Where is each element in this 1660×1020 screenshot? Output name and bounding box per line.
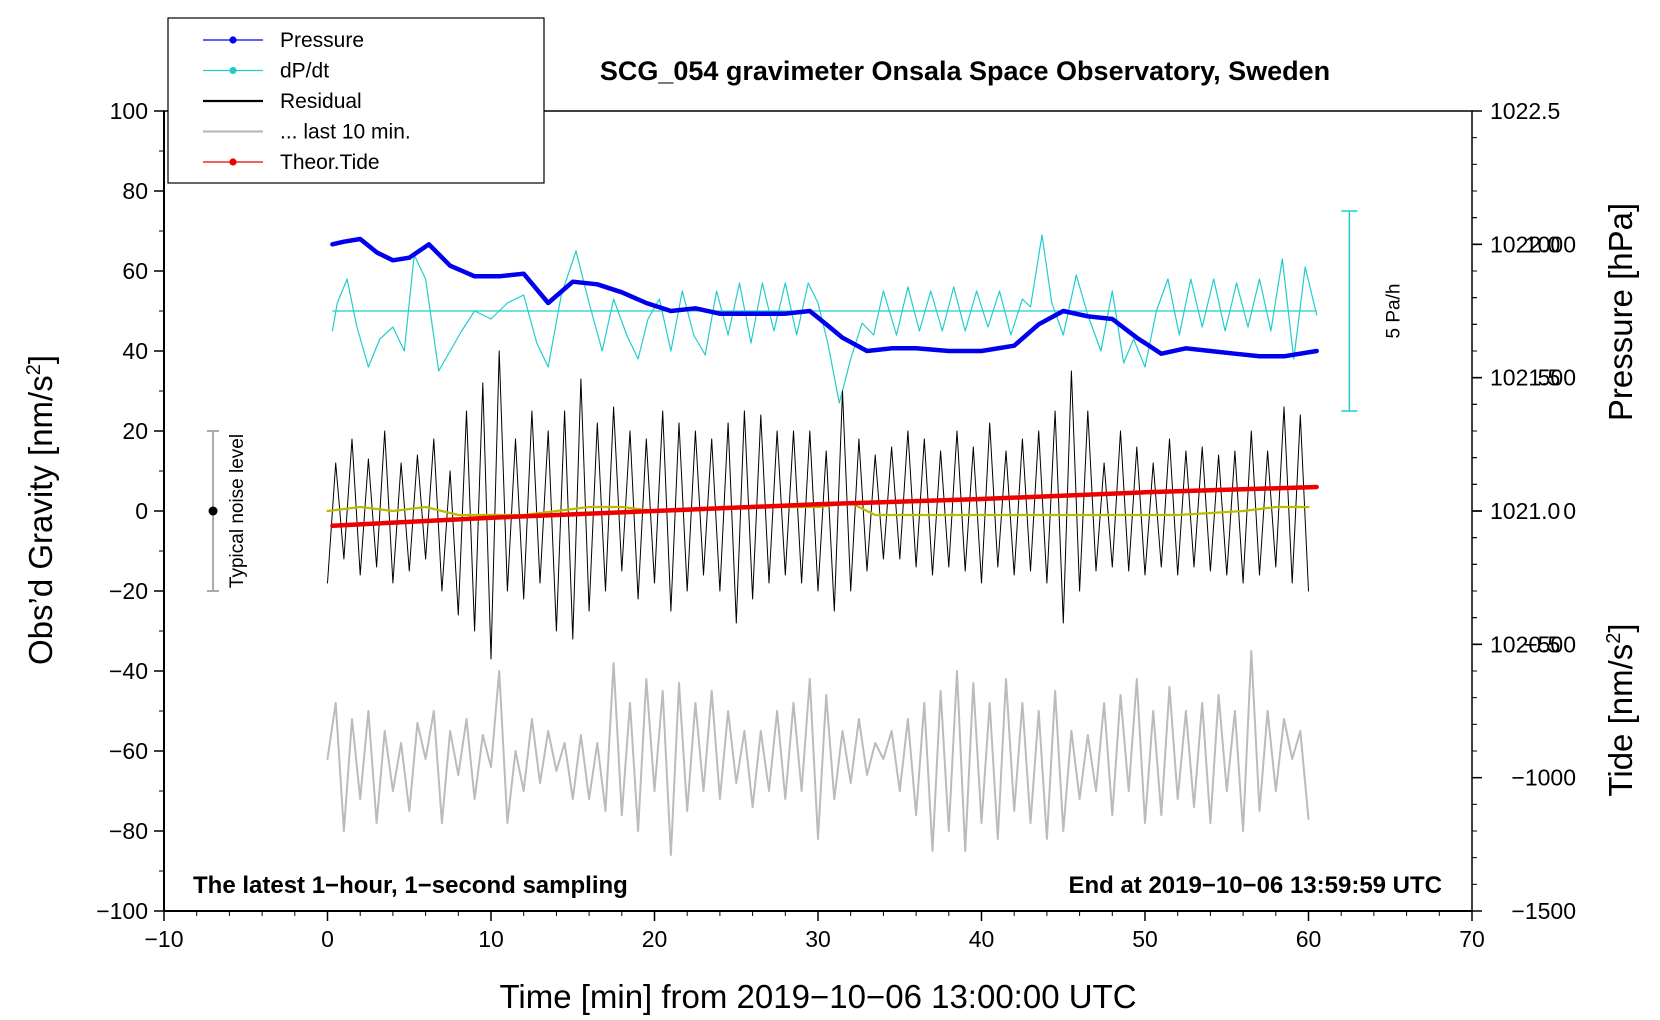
pressure-tick-label: 1020.5 bbox=[1490, 631, 1560, 657]
y-axis-title-pressure: Pressure [hPa] bbox=[1602, 203, 1639, 421]
tide-tick-label: 1000 bbox=[1525, 231, 1576, 257]
y-tick-label: −100 bbox=[96, 898, 148, 924]
series-last-10-min bbox=[326, 650, 1310, 856]
legend-label-theor-tide: Theor.Tide bbox=[280, 151, 380, 174]
noise-label: Typical noise level bbox=[227, 434, 248, 588]
legend-label-pressure: Pressure bbox=[280, 29, 364, 52]
pressure-tick-label: 1022.5 bbox=[1490, 98, 1560, 124]
y-axis-title-left-text: Obs’d Gravity [nm/s bbox=[22, 375, 59, 665]
x-tick-label: 60 bbox=[1296, 926, 1322, 952]
pressure-tick-label: 1021.5 bbox=[1490, 365, 1560, 391]
series-theor-tide bbox=[330, 484, 1319, 528]
y-axis-title-left: Obs’d Gravity [nm/s2] bbox=[22, 355, 59, 665]
y-tick-label: 20 bbox=[122, 418, 148, 444]
x-tick-label: −10 bbox=[144, 926, 183, 952]
legend-label-dp-dt: dP/dt bbox=[280, 60, 329, 83]
legend-marker-dp-dt bbox=[229, 66, 237, 75]
x-tick-label: 70 bbox=[1459, 926, 1485, 952]
x-tick-label: 0 bbox=[321, 926, 334, 952]
annotation-layer: SCG_054 gravimeter Onsala Space Observat… bbox=[22, 56, 1639, 1015]
pressure-tick-label: 1022.0 bbox=[1490, 231, 1560, 257]
y-axis-title-tide-close: ] bbox=[1602, 623, 1639, 632]
x-tick-label: 40 bbox=[969, 926, 995, 952]
legend-marker-pressure bbox=[229, 36, 237, 44]
x-tick-label: 30 bbox=[805, 926, 831, 952]
legend-marker-theor-tide bbox=[229, 158, 237, 166]
y-tick-label: 0 bbox=[135, 498, 148, 524]
note-bottom-left: The latest 1−hour, 1−second sampling bbox=[193, 872, 628, 899]
noise-dot bbox=[208, 506, 218, 516]
tide-tick-label: −500 bbox=[1524, 631, 1576, 657]
y-axis-title-left-close: ] bbox=[22, 355, 59, 364]
y-tick-label: −80 bbox=[109, 818, 148, 844]
y-tick-label: 60 bbox=[122, 258, 148, 284]
y-axis-ticks: −100 −80 −60 −40 −20 0 20 40 60 80 100 bbox=[96, 98, 164, 924]
y-axis-title-left-sup: 2 bbox=[23, 364, 45, 375]
legend: Pressure dP/dt Residual ... last 10 min. The… bbox=[167, 17, 545, 184]
note-bottom-right: End at 2019−10−06 13:59:59 UTC bbox=[1068, 872, 1442, 899]
series-pressure bbox=[330, 236, 1319, 359]
pressure-tick-label: 1021.0 bbox=[1490, 498, 1560, 524]
pressure-axis-ticks: 1020.5 1021.0 1021.5 1022.0 1022.5 bbox=[1472, 98, 1560, 657]
legend-label-last-10-min: ... last 10 min. bbox=[280, 121, 411, 144]
y-tick-label: −60 bbox=[109, 738, 148, 764]
legend-label-residual: Residual bbox=[280, 90, 362, 113]
x-tick-label: 20 bbox=[642, 926, 668, 952]
series-dp-dt bbox=[331, 234, 1318, 404]
x-axis-title: Time [min] from 2019−10−06 13:00:00 UTC bbox=[499, 978, 1136, 1015]
y-axis-title-tide-sup: 2 bbox=[1603, 633, 1625, 644]
x-tick-label: 50 bbox=[1132, 926, 1158, 952]
y-axis-title-tide: Tide [nm/s2] bbox=[1602, 623, 1639, 796]
y-tick-label: −40 bbox=[109, 658, 148, 684]
x-tick-label: 10 bbox=[478, 926, 504, 952]
dpdt-scale-label: 5 Pa/h bbox=[1383, 284, 1404, 339]
y-axis-title-tide-text: Tide [nm/s bbox=[1602, 644, 1639, 797]
tide-tick-label: 0 bbox=[1563, 498, 1576, 524]
y-tick-label: 100 bbox=[110, 98, 148, 124]
tide-tick-label: 500 bbox=[1538, 365, 1576, 391]
tide-tick-label: −1000 bbox=[1511, 765, 1576, 791]
chart-title: SCG_054 gravimeter Onsala Space Observat… bbox=[600, 56, 1330, 86]
tide-tick-label: −1500 bbox=[1511, 898, 1576, 924]
series-residual bbox=[327, 350, 1309, 660]
series-layer bbox=[326, 234, 1319, 856]
tide-axis-ticks: −1500 −1000 −500 0 500 1000 bbox=[1472, 217, 1576, 924]
y-tick-label: −20 bbox=[109, 578, 148, 604]
y-tick-label: 80 bbox=[122, 178, 148, 204]
y-tick-label: 40 bbox=[122, 338, 148, 364]
x-axis-ticks: −10 0 10 20 30 40 50 60 70 bbox=[144, 911, 1485, 952]
